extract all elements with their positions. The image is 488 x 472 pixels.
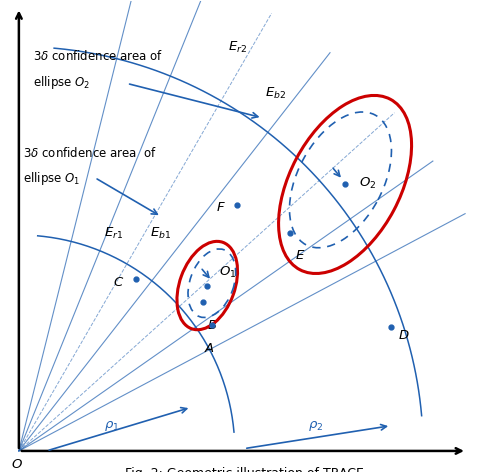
Text: $E_{b1}$: $E_{b1}$ bbox=[150, 226, 171, 241]
Text: $D$: $D$ bbox=[398, 329, 409, 342]
Text: $E_{b2}$: $E_{b2}$ bbox=[264, 86, 286, 101]
Text: $E$: $E$ bbox=[295, 249, 305, 262]
Text: $B$: $B$ bbox=[207, 319, 218, 332]
Text: Fig. 2: Geometric illustration of TRACE: Fig. 2: Geometric illustration of TRACE bbox=[124, 467, 364, 472]
Text: ellipse $O_2$: ellipse $O_2$ bbox=[33, 74, 90, 91]
Text: $C$: $C$ bbox=[113, 276, 124, 289]
Text: $O_2$: $O_2$ bbox=[359, 176, 376, 191]
Text: $O_1$: $O_1$ bbox=[219, 265, 236, 280]
Text: $O$: $O$ bbox=[11, 458, 22, 471]
Text: $E_{r1}$: $E_{r1}$ bbox=[104, 226, 123, 241]
Text: $\rho_1$: $\rho_1$ bbox=[104, 419, 119, 433]
Text: ellipse $O_1$: ellipse $O_1$ bbox=[23, 170, 81, 187]
Text: $3\delta$ confidence area of: $3\delta$ confidence area of bbox=[33, 50, 163, 63]
Text: $3\delta$ confidence area  of: $3\delta$ confidence area of bbox=[23, 146, 158, 160]
Text: $A$: $A$ bbox=[204, 342, 215, 355]
Text: $\rho_2$: $\rho_2$ bbox=[308, 419, 324, 433]
Text: $E_{r2}$: $E_{r2}$ bbox=[228, 40, 247, 55]
Text: $F$: $F$ bbox=[216, 201, 225, 213]
